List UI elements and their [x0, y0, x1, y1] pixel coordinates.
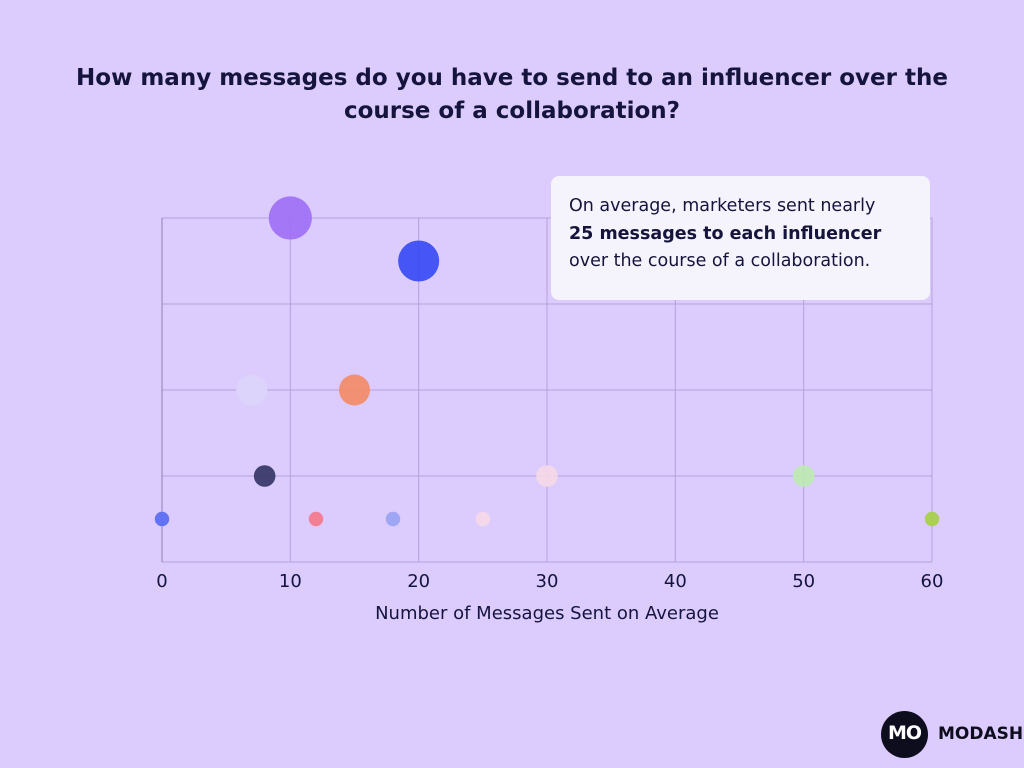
bubble — [154, 511, 170, 527]
bubble — [268, 196, 312, 240]
x-tick-label: 10 — [279, 571, 302, 592]
logo-mark: MO — [881, 711, 928, 758]
x-axis-label: Number of Messages Sent on Average — [375, 603, 719, 624]
x-tick-label: 60 — [921, 571, 944, 592]
x-tick-label: 50 — [792, 571, 815, 592]
bubble — [308, 511, 324, 527]
bubble — [339, 374, 370, 406]
bubble — [398, 240, 440, 282]
annotation-text: On average, marketers sent nearly — [569, 196, 876, 216]
bubble — [253, 465, 276, 487]
x-tick-label: 40 — [664, 571, 687, 592]
bubble — [536, 465, 558, 487]
bubble — [792, 465, 815, 487]
chart-title: How many messages do you have to send to… — [76, 65, 948, 124]
x-tick-label: 30 — [536, 571, 559, 592]
logo-name: MODASH — [938, 724, 1024, 744]
bubble — [236, 374, 268, 406]
bubble — [924, 511, 940, 527]
x-tick-label: 20 — [407, 571, 430, 592]
bubble — [475, 511, 491, 527]
annotation-text: over the course of a collaboration. — [569, 251, 871, 271]
bubble — [385, 511, 401, 527]
x-tick-label: 0 — [156, 571, 167, 592]
annotation: On average, marketers sent nearly 25 mess… — [551, 176, 930, 300]
annotation-bold: 25 messages to each influencer — [569, 223, 882, 244]
